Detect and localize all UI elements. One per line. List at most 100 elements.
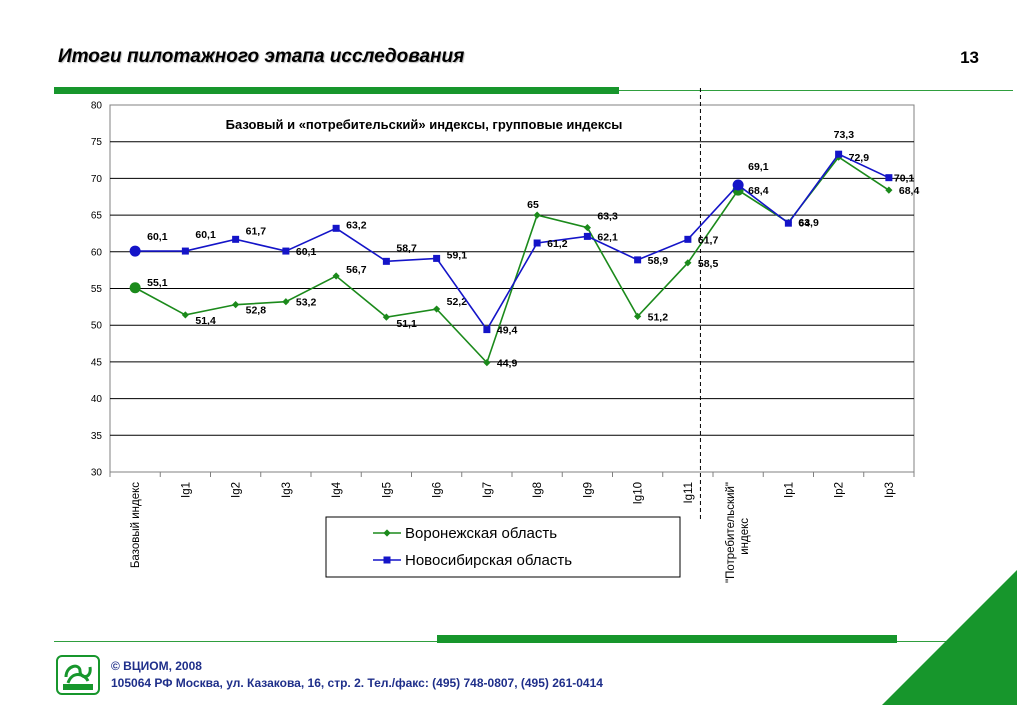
data-point	[232, 301, 240, 309]
header-accent-bar	[54, 87, 619, 94]
y-tick-label: 40	[91, 394, 103, 405]
x-tick-label: Ip3	[884, 482, 896, 498]
y-tick-label: 45	[91, 357, 103, 368]
data-point	[835, 150, 843, 158]
y-tick-label: 55	[91, 284, 103, 295]
data-point	[181, 311, 189, 319]
page-number: 13	[960, 48, 979, 67]
data-label: 52,2	[447, 296, 468, 308]
legend-label: Воронежская область	[405, 525, 557, 542]
data-point	[533, 211, 541, 219]
x-tick-label: Ig1	[180, 482, 192, 498]
data-label: 73,3	[834, 129, 855, 141]
data-label: 60,1	[195, 229, 216, 241]
data-point	[885, 174, 893, 182]
data-label: 61,7	[246, 225, 267, 237]
y-tick-label: 50	[91, 321, 103, 332]
data-point	[382, 313, 390, 321]
chart-title: Базовый и «потребительский» индексы, гру…	[226, 117, 623, 132]
x-tick-label: "Потребительский"	[725, 482, 737, 583]
data-point	[732, 179, 744, 191]
y-tick-label: 65	[91, 211, 103, 222]
data-label: 61,2	[547, 238, 568, 250]
data-point	[282, 247, 290, 255]
footer-address: 105064 РФ Москва, ул. Казакова, 16, стр.…	[111, 676, 603, 690]
data-label: 53,2	[296, 297, 317, 309]
data-point	[129, 245, 141, 257]
series-line-voronezh	[134, 156, 890, 365]
y-tick-label: 60	[91, 247, 103, 258]
footer-copyright: © ВЦИОМ, 2008	[111, 659, 202, 673]
data-point	[232, 235, 240, 243]
data-label: 72,9	[849, 152, 870, 164]
data-point	[332, 272, 340, 280]
legend-marker	[383, 529, 391, 537]
data-point	[684, 259, 692, 267]
data-label: 49,4	[497, 325, 518, 337]
data-point	[583, 232, 591, 240]
data-point	[483, 359, 491, 367]
x-tick-label: Ig10	[633, 482, 645, 504]
data-point	[784, 219, 792, 227]
data-point	[129, 282, 141, 294]
y-tick-label: 30	[91, 468, 103, 479]
x-tick-label: Ig8	[532, 482, 544, 498]
data-label: 60,1	[147, 231, 168, 243]
data-label: 58,7	[396, 242, 417, 254]
data-point	[533, 239, 541, 247]
y-tick-label: 35	[91, 431, 103, 442]
data-point	[483, 326, 491, 334]
data-label: 52,8	[246, 305, 267, 317]
data-label: 64	[798, 217, 810, 229]
series-line-novosibirsk	[135, 153, 890, 332]
legend-box	[325, 516, 681, 578]
data-label: 69,1	[748, 161, 769, 173]
x-tick-label: Базовый индекс	[130, 482, 142, 568]
x-tick-label: Ip1	[783, 482, 795, 498]
data-label: 68,4	[899, 185, 920, 197]
data-label: 51,1	[396, 318, 417, 330]
data-point	[433, 254, 441, 262]
x-tick-label: Ig9	[582, 482, 594, 498]
data-point	[684, 235, 692, 243]
data-label: 56,7	[346, 264, 367, 276]
data-label: 60,1	[296, 246, 317, 258]
footer-accent-bar	[437, 635, 897, 643]
x-tick-label: Ig7	[482, 482, 494, 498]
vciom-logo	[56, 655, 100, 695]
data-label: 55,1	[147, 277, 168, 289]
data-label: 61,7	[698, 234, 719, 246]
data-label: 51,2	[648, 311, 669, 323]
y-tick-label: 70	[91, 174, 103, 185]
legend-label: Новосибирская область	[405, 552, 572, 569]
data-label: 59,1	[447, 249, 468, 261]
data-label: 65	[527, 199, 539, 211]
y-tick-label: 75	[91, 137, 103, 148]
x-tick-label: индекс	[739, 518, 751, 555]
y-tick-label: 80	[91, 101, 103, 112]
x-tick-label: Ip2	[834, 482, 846, 498]
legend-marker	[383, 556, 391, 564]
data-label: 63,2	[346, 219, 367, 231]
x-tick-label: Ig4	[331, 481, 343, 498]
data-label: 44,9	[497, 358, 518, 370]
data-label: 51,4	[195, 315, 216, 327]
data-point	[634, 256, 642, 264]
data-label: 58,9	[648, 255, 669, 267]
data-label: 62,1	[597, 231, 618, 243]
data-point	[282, 298, 290, 306]
data-label: 63,3	[597, 211, 618, 223]
data-label: 63,9	[798, 217, 819, 229]
x-tick-label: Ig6	[432, 482, 444, 498]
x-tick-label: Ig5	[381, 482, 393, 498]
data-label: 70,1	[894, 173, 915, 185]
data-point	[583, 223, 591, 232]
data-point	[634, 312, 642, 320]
data-point	[433, 305, 441, 313]
x-tick-label: Ig3	[281, 482, 293, 498]
data-label: 58,5	[698, 258, 719, 270]
x-tick-label: Ig2	[231, 482, 243, 498]
data-point	[181, 247, 189, 255]
data-label: 68,4	[748, 185, 769, 197]
